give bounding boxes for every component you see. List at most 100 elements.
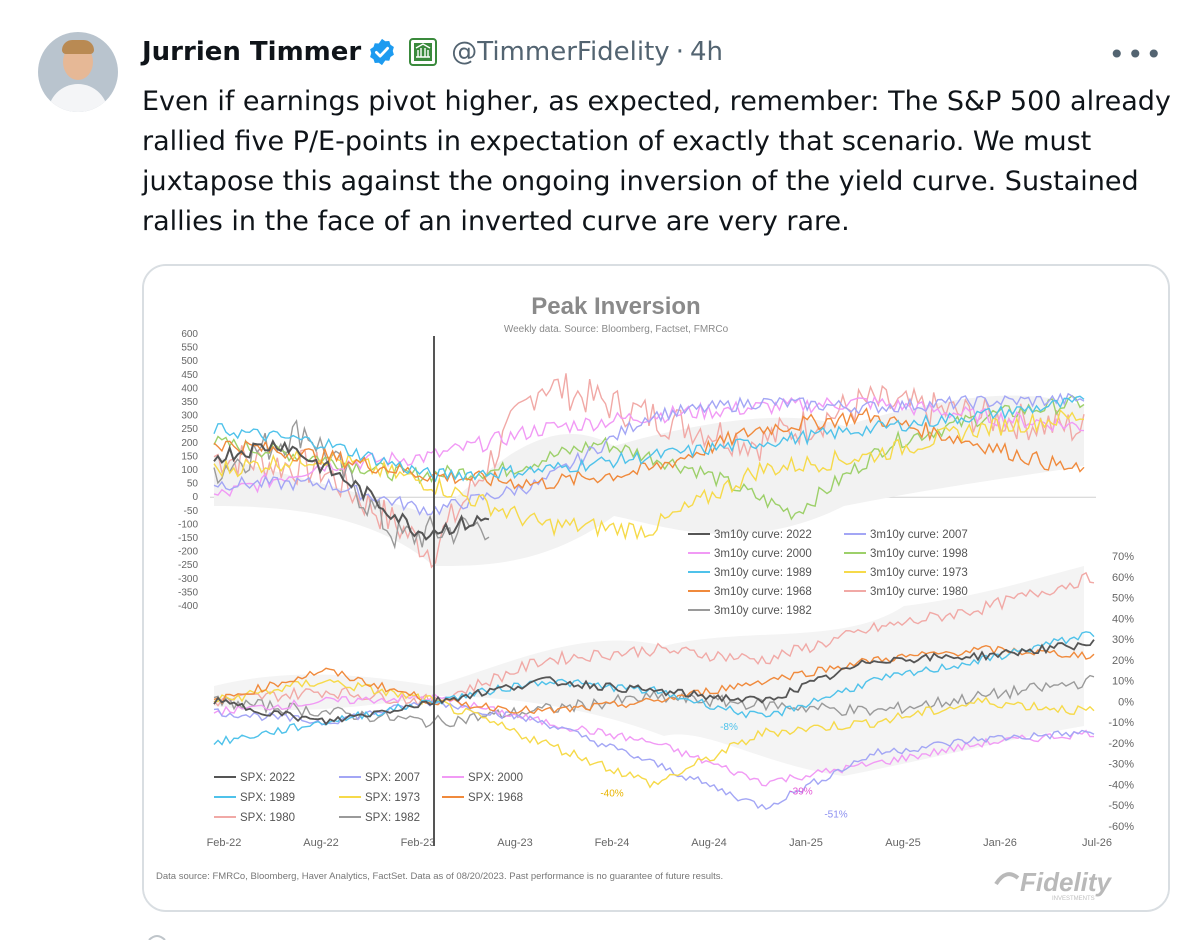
x-tick-label: Feb-24 [595,837,630,849]
x-axis: Feb-22 Aug-22 Feb-23 Aug-23 Feb-24 Aug-24 Jan-… [207,837,1112,849]
curve-legend-label: 3m10y curve: 2007 [870,529,968,541]
right-tick-label: 50% [1112,593,1134,605]
left-tick-label: 350 [181,397,198,408]
annotations: -8% -40% -39% -51% [600,722,847,820]
fidelity-logo-text: Fidelity [1020,867,1113,897]
spx-legend-label: SPX: 1968 [468,792,523,804]
spx-line-2000 [213,692,1094,787]
chart-title: Peak Inversion [531,293,700,320]
left-tick-label: 550 [181,343,198,354]
spx-legend-label: SPX: 2007 [365,772,420,784]
more-horizontal-icon[interactable]: ••• [1108,38,1164,71]
curve-line-1989 [213,395,1085,483]
left-tick-label: -150 [178,533,198,544]
spx-line-1980 [213,571,1095,708]
left-tick-label: 300 [181,411,198,422]
fidelity-logo-sub: INVESTMENTS [1052,896,1095,902]
verified-badge-icon[interactable] [367,37,397,67]
fidelity-logo: Fidelity INVESTMENTS [994,867,1113,902]
right-tick-label: -20% [1108,738,1134,750]
series-lines [213,373,1095,811]
left-tick-label: 450 [181,370,198,381]
x-tick-label: Aug-25 [885,837,920,849]
left-tick-label: -100 [178,519,198,530]
right-tick-label: 20% [1112,655,1134,667]
annotation-label: -40% [600,788,623,799]
peak-inversion-chart: Peak Inversion Weekly data. Source: Bloo… [144,266,1168,910]
spx-legend-label: SPX: 2000 [468,772,523,784]
right-tick-label: 40% [1112,613,1134,625]
left-tick-label: 200 [181,438,198,449]
spx-line-1968 [213,644,1095,715]
right-tick-label: -10% [1108,717,1134,729]
curve-legend-label: 3m10y curve: 1998 [870,548,968,560]
curve-line-1998 [213,394,1085,521]
x-tick-label: Feb-22 [207,837,242,849]
spx-line-2022 [213,639,1095,726]
spx-legend-label: SPX: 1982 [365,812,420,824]
left-tick-label: 0 [192,492,198,503]
left-tick-label: -200 [178,547,198,558]
left-tick-label: 400 [181,383,198,394]
curve-line-1980 [213,373,1085,569]
annotation-label: -51% [824,809,847,820]
spx-legend-label: SPX: 1989 [240,792,295,804]
curve-legend-label: 3m10y curve: 1980 [870,586,968,598]
tweet-text: Even if earnings pivot higher, as expect… [142,86,1171,237]
shaded-bands [214,395,1084,776]
curve-line-1968 [213,407,1085,490]
left-tick-label: -300 [178,574,198,585]
right-tick-label: 60% [1112,572,1134,584]
curve-legend-label: 3m10y curve: 1968 [714,586,812,598]
spx-legend-label: SPX: 1973 [365,792,420,804]
curve-legend-label: 3m10y curve: 2022 [714,529,812,541]
right-tick-label: 0% [1118,696,1134,708]
curve-line-2007 [213,392,1085,516]
x-tick-label: Jan-26 [983,837,1017,849]
chart-subtitle: Weekly data. Source: Bloomberg, Factset,… [504,324,729,335]
left-tick-label: 50 [187,479,199,490]
tweet-header: Jurrien Timmer @TimmerFidelity · 4h [142,34,723,70]
left-tick-label: -350 [178,587,198,598]
annotation-label: -39% [789,786,812,797]
left-tick-label: -50 [184,506,199,517]
author-avatar[interactable] [38,32,118,112]
spx-line-1973 [213,678,1095,789]
curve-range-band [214,395,1084,566]
curve-legend: 3m10y curve: 2022 3m10y curve: 2007 3m10y … [688,529,968,617]
chart-background [144,266,1168,910]
x-tick-label: Jan-25 [789,837,823,849]
left-tick-label: -400 [178,601,198,612]
avatar-shirt [48,84,108,112]
curve-line-2022 [213,439,490,541]
spx-line-1989 [213,631,1095,746]
x-tick-label: Feb-23 [401,837,436,849]
avatar-hair [62,40,94,54]
right-tick-label: -60% [1108,821,1134,833]
right-tick-label: -50% [1108,800,1134,812]
left-tick-label: 100 [181,465,198,476]
author-handle[interactable]: @TimmerFidelity [451,37,670,67]
x-tick-label: Aug-24 [691,837,726,849]
right-tick-label: -30% [1108,759,1134,771]
fidelity-logo-mark [994,872,1020,886]
left-tick-label: 500 [181,356,198,367]
right-tick-label: -40% [1108,779,1134,791]
curve-legend-label: 3m10y curve: 2000 [714,548,812,560]
x-tick-label: Aug-23 [497,837,532,849]
curve-line-2000 [213,395,1085,497]
chart-footnote: Data source: FMRCo, Bloomberg, Haver Ana… [156,871,723,882]
right-tick-label: 10% [1112,676,1134,688]
author-name[interactable]: Jurrien Timmer [142,37,362,67]
fidelity-affiliate-icon[interactable] [409,38,438,66]
tweet-time[interactable]: 4h [689,37,723,67]
tweet-media-card[interactable]: Peak Inversion Weekly data. Source: Bloo… [142,264,1170,912]
x-tick-label: Jul-26 [1082,837,1112,849]
annotation-label: -8% [720,722,738,733]
left-tick-label: 250 [181,424,198,435]
right-tick-label: 70% [1112,551,1134,563]
left-tick-label: 600 [181,329,198,340]
curve-legend-label: 3m10y curve: 1973 [870,567,968,579]
action-row-hint [148,935,166,940]
curve-legend-label: 3m10y curve: 1982 [714,605,812,617]
